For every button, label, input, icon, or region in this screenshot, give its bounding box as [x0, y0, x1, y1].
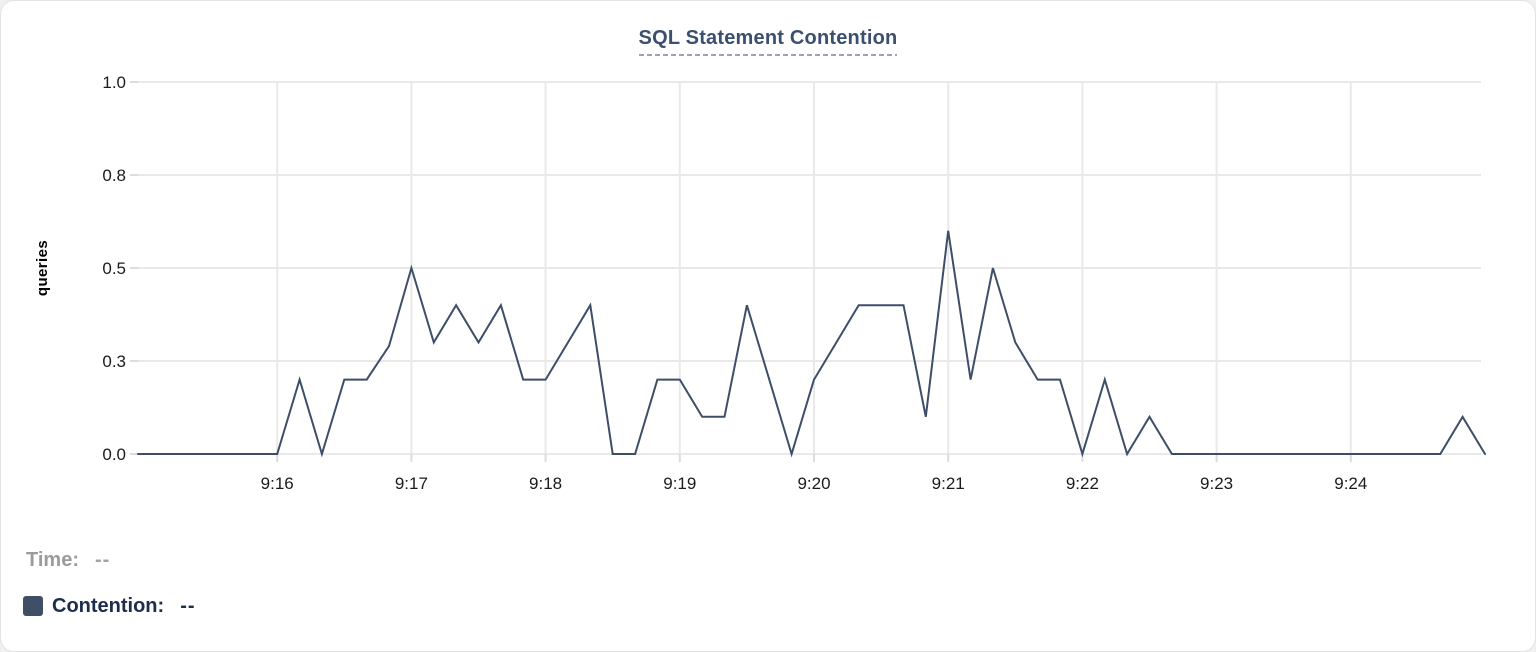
x-tick-label: 9:20	[797, 474, 830, 493]
tooltip-time-value: --	[94, 548, 111, 571]
x-tick-label: 9:19	[663, 474, 696, 493]
contention-line-chart[interactable]: 0.0 0.3 0.5 0.8 1.0 9:16 9:17 9:18 9:19 9:20 9:21 9…	[1, 1, 1536, 521]
y-tick-label: 0.3	[102, 352, 126, 371]
chart-header: SQL Statement Contention	[1, 27, 1535, 56]
x-tick-label: 9:21	[932, 474, 965, 493]
chart-title[interactable]: SQL Statement Contention	[638, 27, 898, 56]
y-tick-label: 0.0	[102, 445, 126, 464]
tooltip-contention-label: Contention:	[52, 594, 165, 617]
y-tick-label: 0.5	[102, 259, 126, 278]
tooltip-contention-value: --	[180, 594, 196, 617]
contention-color-swatch	[23, 596, 43, 616]
tooltip-time-label: Time:	[26, 548, 79, 571]
y-tick-label: 1.0	[102, 73, 126, 92]
y-axis-title: queries	[34, 240, 51, 296]
x-tick-label: 9:18	[529, 474, 562, 493]
tooltip-time-row: Time: --	[26, 546, 196, 574]
x-tick-label: 9:24	[1334, 474, 1367, 493]
contention-series-line	[137, 230, 1486, 458]
x-tick-label: 9:22	[1066, 474, 1099, 493]
tooltip-readout: Time: -- Contention: --	[1, 546, 196, 620]
x-tick-label: 9:23	[1200, 474, 1233, 493]
y-tick-label: 0.8	[102, 166, 126, 185]
x-tick-label: 9:16	[261, 474, 294, 493]
x-tick-label: 9:17	[395, 474, 428, 493]
tooltip-contention-row: Contention: --	[23, 592, 196, 620]
